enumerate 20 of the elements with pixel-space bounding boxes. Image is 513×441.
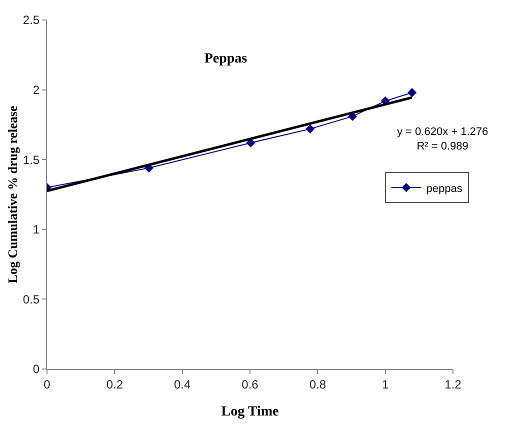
y-tick-label: 1.5: [22, 152, 40, 167]
y-tick-label: 1: [32, 222, 40, 237]
x-tick-label: 1.2: [444, 377, 462, 392]
y-tick-label: 2: [32, 83, 40, 97]
x-tick-label: 1: [382, 377, 389, 392]
legend-label: peppas: [426, 182, 463, 195]
y-tick-label: 0: [32, 362, 40, 376]
x-tick-label: 0.4: [174, 377, 191, 392]
x-axis-title: Log Time: [221, 404, 279, 420]
y-tick-label: 0.5: [22, 292, 40, 306]
x-tick-label: 0: [44, 377, 51, 392]
y-tick-label: 2.5: [22, 13, 40, 28]
text: Peppas: [204, 52, 248, 67]
annotation: y = 0.620x + 1.276 R² = 0.989: [397, 126, 488, 152]
x-tick-label: 0.6: [242, 377, 259, 392]
x-tick-label: 0.2: [106, 377, 124, 392]
y-axis-title: Log Cumulative % drug release: [4, 106, 20, 284]
x-tick-label: 0.8: [309, 377, 326, 392]
point: [408, 88, 417, 98]
point: [306, 124, 315, 134]
